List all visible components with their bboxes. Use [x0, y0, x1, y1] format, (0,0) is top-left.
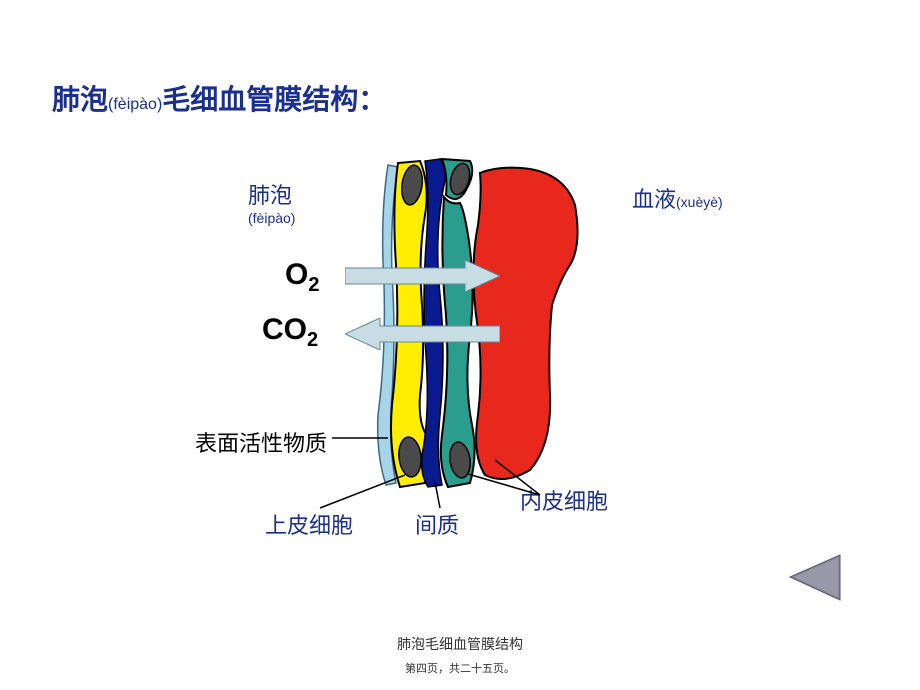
label-alveolus-pinyin: (fèipào): [248, 210, 295, 226]
label-blood-pinyin: (xuèyè): [676, 194, 723, 210]
label-o2: O2: [285, 258, 319, 297]
o2-arrow: [345, 260, 500, 292]
label-alveolus-text: 肺泡: [248, 183, 292, 208]
label-epithelial: 上皮细胞: [265, 508, 353, 540]
label-blood: 血液(xuèyè): [632, 182, 723, 214]
label-blood-text: 血液: [632, 187, 676, 212]
co2-arrow: [345, 318, 500, 350]
label-alveolus: 肺泡 (fèipào): [248, 178, 295, 226]
footer-title: 肺泡毛细血管膜结构: [0, 634, 920, 654]
slide-title: 肺泡(fèipào)毛细血管膜结构：: [52, 78, 386, 118]
title-part-a: 肺泡: [52, 84, 108, 115]
label-interstitium: 间质: [415, 508, 459, 540]
label-surfactant: 表面活性物质: [195, 426, 327, 458]
prev-slide-button[interactable]: [780, 550, 850, 605]
title-pinyin: (fèipào): [108, 96, 162, 113]
footer-page: 第四页，共二十五页。: [0, 660, 920, 676]
label-co2: CO2: [262, 313, 318, 352]
title-part-b: 毛细血管膜结构：: [162, 84, 386, 115]
